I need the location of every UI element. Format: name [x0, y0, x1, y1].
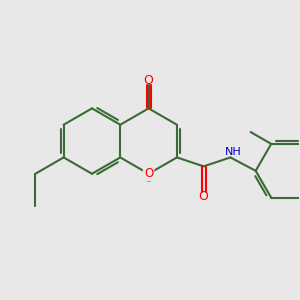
Text: NH: NH	[224, 147, 241, 157]
Text: O: O	[144, 172, 154, 185]
Text: O: O	[144, 167, 153, 180]
Text: O: O	[199, 190, 208, 202]
Text: O: O	[144, 74, 154, 87]
